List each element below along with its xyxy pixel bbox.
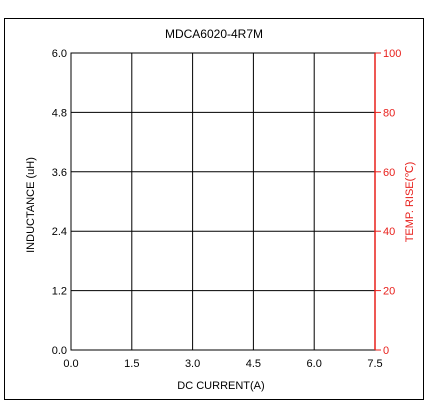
x-tick-label: 3.0 — [185, 358, 200, 370]
right-axis-ticks: 0 20 40 60 80 100 — [375, 48, 401, 357]
y2-tick-label: 20 — [383, 286, 395, 298]
y2-tick-label: 40 — [383, 226, 395, 238]
y2-tick-label: 60 — [383, 167, 395, 179]
x-tick-label: 0.0 — [63, 358, 78, 370]
left-axis-ticks: 0.0 1.2 2.4 3.6 4.8 6.0 — [52, 48, 67, 357]
x-tick-label: 7.5 — [367, 358, 382, 370]
y2-axis-title: TEMP. RISE(℃) — [404, 162, 416, 243]
y2-tick-label: 0 — [383, 345, 389, 357]
y-axis-title: INDUCTANCE (uH) — [25, 157, 37, 253]
bottom-axis-ticks: 0.0 1.5 3.0 4.5 6.0 7.5 — [63, 358, 382, 370]
y2-tick-label: 80 — [383, 107, 395, 119]
y-tick-label: 6.0 — [52, 48, 67, 60]
y-tick-label: 4.8 — [52, 107, 67, 119]
y-tick-label: 1.2 — [52, 286, 67, 298]
y2-tick-label: 100 — [383, 48, 401, 60]
x-tick-label: 4.5 — [246, 358, 261, 370]
x-tick-label: 1.5 — [124, 358, 139, 370]
y-tick-label: 2.4 — [52, 226, 67, 238]
y-tick-label: 0.0 — [52, 345, 67, 357]
y-tick-label: 3.6 — [52, 167, 67, 179]
chart-title: MDCA6020-4R7M — [165, 27, 263, 41]
x-tick-label: 6.0 — [307, 358, 322, 370]
outer-frame — [4, 18, 424, 400]
grid — [71, 53, 375, 350]
x-axis-title: DC CURRENT(A) — [177, 380, 264, 392]
